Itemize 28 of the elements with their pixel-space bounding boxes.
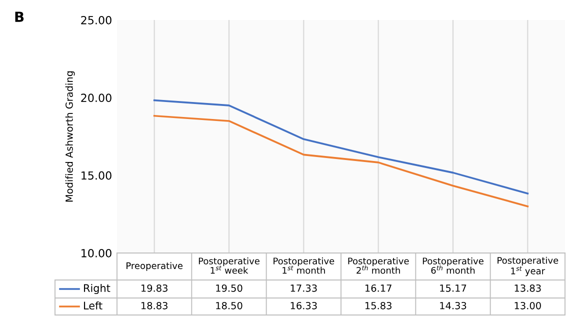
data-label: 19.83 [141,284,168,292]
line-series [153,114,529,208]
x-tick-label: Postoperative 1$^{st}$ month [274,257,334,274]
data-label: 19.50 [216,284,242,292]
data-label: 16.17 [365,284,392,292]
y-tick-label: 15.00 [82,171,112,180]
data-label: 17.33 [290,284,317,292]
legend-label: Right [84,284,110,294]
data-label: 15.83 [365,302,392,310]
data-label: 14.33 [440,302,466,310]
x-tick-label: Postoperative 1$^{st}$ week [198,257,260,274]
x-tick-label: Postoperative 2$^{th}$ month [348,257,409,274]
data-label: 15.17 [440,284,466,292]
y-tick-label: 25.00 [81,16,112,24]
chart-title: B [15,12,24,22]
data-label: 13.00 [514,302,541,310]
data-label: 13.83 [514,284,541,292]
data-label: 16.33 [290,302,317,310]
data-label: 18.50 [216,302,242,310]
y-tick-label: 20.00 [81,94,112,102]
line-series [153,99,529,194]
legend-label: Left [84,301,102,310]
y-axis-title: Modified Ashworth Grading [65,71,75,202]
x-tick-label: Postoperative 1$^{st}$ year [498,256,558,276]
data-label: 18.83 [141,302,168,310]
y-tick-label: 10.00 [82,248,112,258]
x-tick-label: Postoperative 6$^{th}$ month [422,257,484,274]
x-tick-label: Preoperative [126,262,183,271]
